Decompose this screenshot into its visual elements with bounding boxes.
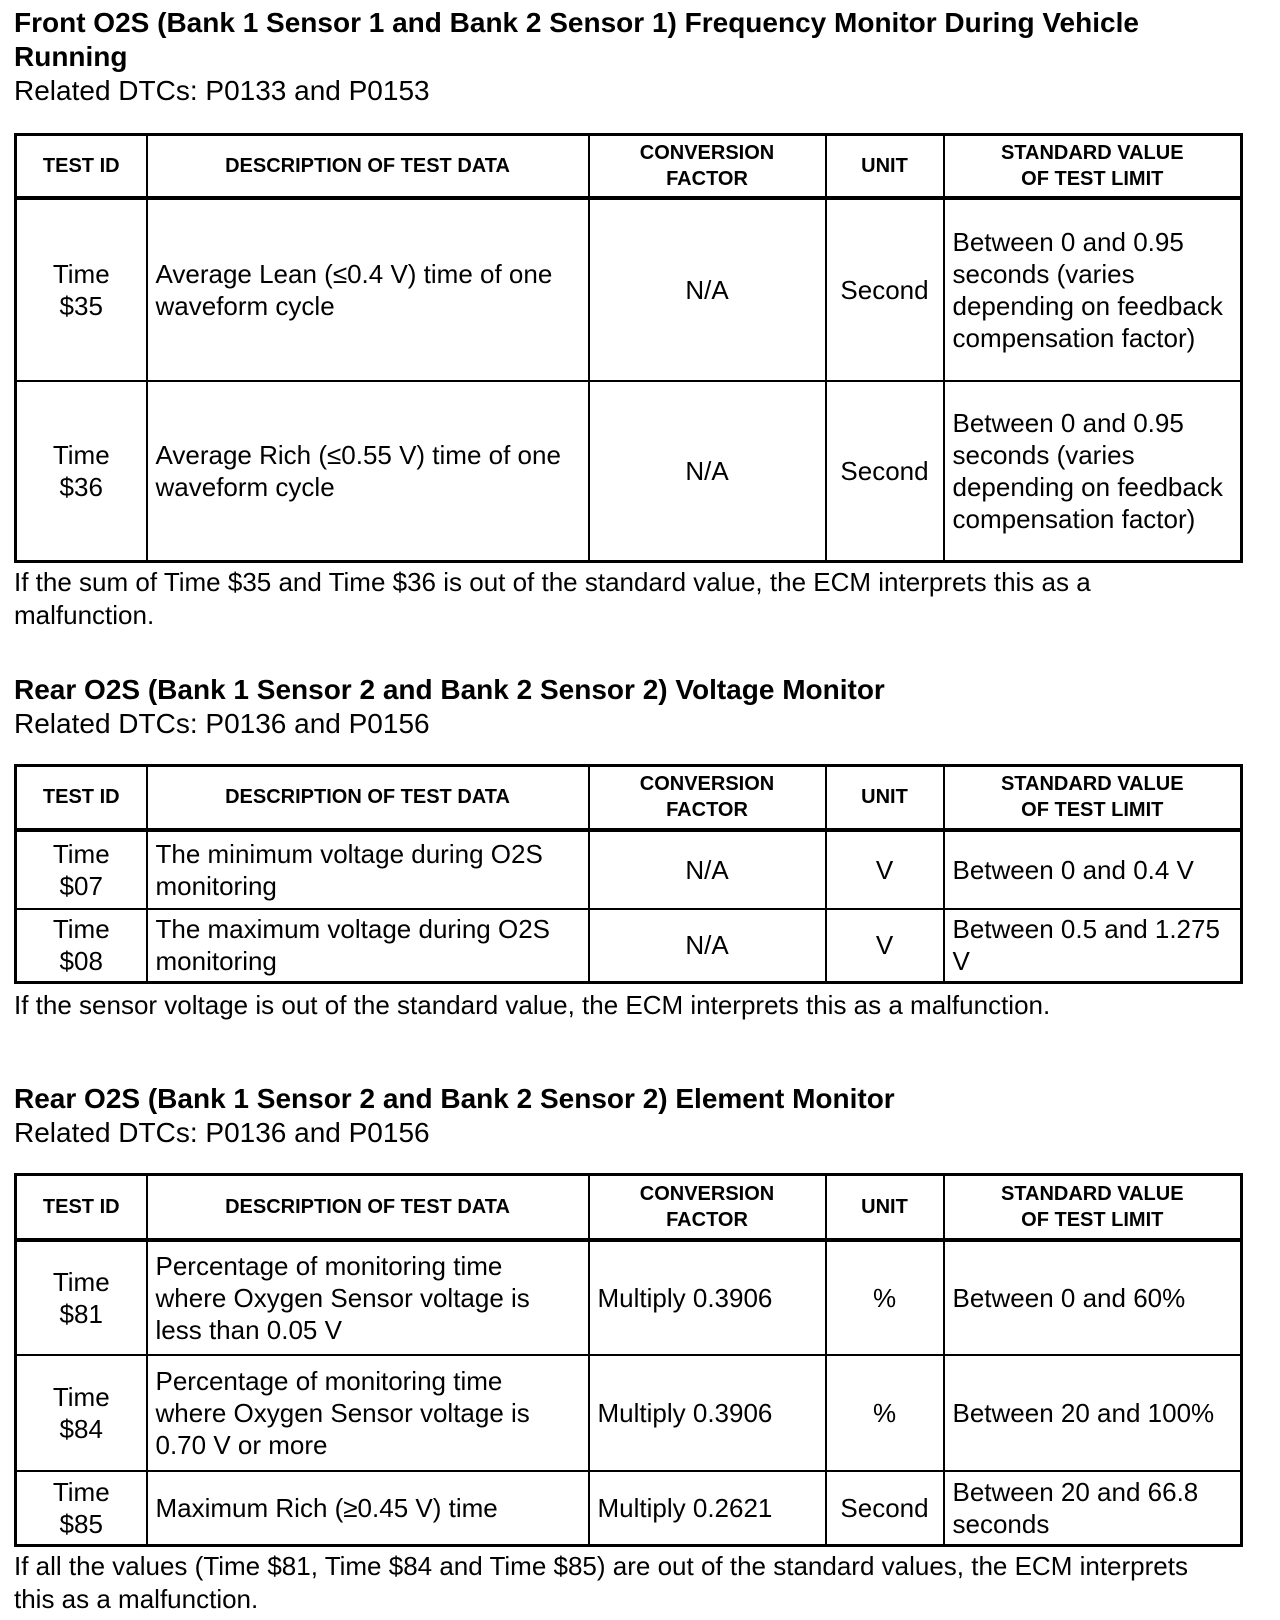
related-dtcs: Related DTCs: P0133 and P0153 — [14, 75, 430, 106]
column-header: CONVERSION FACTOR — [587, 1173, 827, 1242]
section-heading-block: Front O2S (Bank 1 Sensor 1 and Bank 2 Se… — [14, 6, 1244, 108]
description: Maximum Rich (≥0.45 V) time — [145, 1469, 590, 1547]
test-id: Time $35 — [14, 196, 148, 382]
column-header: STANDARD VALUE OF TEST LIMIT — [942, 133, 1243, 200]
header-row: TEST ID DESCRIPTION OF TEST DATA CONVERSIO… — [14, 764, 1243, 832]
unit: V — [824, 828, 945, 910]
column-header: UNIT — [824, 1173, 945, 1242]
standard-value: Between 0.5 and 1.275 V — [942, 907, 1243, 984]
test-data-table: TEST ID DESCRIPTION OF TEST DATA CONVERSIO… — [14, 1173, 1243, 1547]
unit: Second — [824, 196, 945, 382]
header-row: TEST ID DESCRIPTION OF TEST DATA CONVERSIO… — [14, 133, 1243, 200]
section-heading-block: Rear O2S (Bank 1 Sensor 2 and Bank 2 Sen… — [14, 673, 1244, 741]
table-row: Time $84 Percentage of monitoring time w… — [14, 1353, 1243, 1472]
test-id: Time $07 — [14, 828, 148, 910]
column-header: TEST ID — [14, 764, 148, 832]
column-header: TEST ID — [14, 1173, 148, 1242]
column-header: DESCRIPTION OF TEST DATA — [145, 764, 590, 832]
conversion-factor: Multiply 0.2621 — [587, 1469, 827, 1547]
column-header: STANDARD VALUE OF TEST LIMIT — [942, 1173, 1243, 1242]
column-header: CONVERSION FACTOR — [587, 133, 827, 200]
conversion-factor: N/A — [587, 828, 827, 910]
description: The maximum voltage during O2S monitorin… — [145, 907, 590, 984]
column-header: UNIT — [824, 133, 945, 200]
column-header: TEST ID — [14, 133, 148, 200]
unit: % — [824, 1353, 945, 1472]
standard-value: Between 20 and 66.8 seconds — [942, 1469, 1243, 1547]
column-header: DESCRIPTION OF TEST DATA — [145, 1173, 590, 1242]
conversion-factor: N/A — [587, 196, 827, 382]
table-row: Time $85 Maximum Rich (≥0.45 V) time Mul… — [14, 1469, 1243, 1547]
related-dtcs: Related DTCs: P0136 and P0156 — [14, 708, 430, 739]
table-row: Time $08 The maximum voltage during O2S … — [14, 907, 1243, 984]
standard-value: Between 0 and 60% — [942, 1238, 1243, 1356]
test-data-table: TEST ID DESCRIPTION OF TEST DATA CONVERSIO… — [14, 133, 1243, 563]
related-dtcs: Related DTCs: P0136 and P0156 — [14, 1117, 430, 1148]
table-row: Time $07 The minimum voltage during O2S … — [14, 828, 1243, 910]
standard-value: Between 0 and 0.4 V — [942, 828, 1243, 910]
conversion-factor: N/A — [587, 379, 827, 563]
section-note: If the sum of Time $35 and Time $36 is o… — [14, 567, 1091, 630]
conversion-factor: Multiply 0.3906 — [587, 1238, 827, 1356]
section-title: Rear O2S (Bank 1 Sensor 2 and Bank 2 Sen… — [14, 1083, 895, 1114]
test-data-table: TEST ID DESCRIPTION OF TEST DATA CONVERSIO… — [14, 764, 1243, 984]
description: Average Lean (≤0.4 V) time of one wavefo… — [145, 196, 590, 382]
section-note: If all the values (Time $81, Time $84 an… — [14, 1551, 1188, 1614]
section-title: Rear O2S (Bank 1 Sensor 2 and Bank 2 Sen… — [14, 674, 885, 705]
table-row: Time $36 Average Rich (≤0.55 V) time of … — [14, 379, 1243, 563]
description: Percentage of monitoring time where Oxyg… — [145, 1353, 590, 1472]
test-id: Time $36 — [14, 379, 148, 563]
conversion-factor: N/A — [587, 907, 827, 984]
column-header: STANDARD VALUE OF TEST LIMIT — [942, 764, 1243, 832]
unit: V — [824, 907, 945, 984]
unit: % — [824, 1238, 945, 1356]
description: The minimum voltage during O2S monitorin… — [145, 828, 590, 910]
standard-value: Between 0 and 0.95 seconds (varies depen… — [942, 379, 1243, 563]
column-header: CONVERSION FACTOR — [587, 764, 827, 832]
standard-value: Between 20 and 100% — [942, 1353, 1243, 1472]
test-id: Time $08 — [14, 907, 148, 984]
header-row: TEST ID DESCRIPTION OF TEST DATA CONVERSIO… — [14, 1173, 1243, 1242]
description: Average Rich (≤0.55 V) time of one wavef… — [145, 379, 590, 563]
test-id: Time $85 — [14, 1469, 148, 1547]
test-id: Time $84 — [14, 1353, 148, 1472]
description: Percentage of monitoring time where Oxyg… — [145, 1238, 590, 1356]
section-title: Front O2S (Bank 1 Sensor 1 and Bank 2 Se… — [14, 7, 1139, 72]
unit: Second — [824, 1469, 945, 1547]
table-row: Time $81 Percentage of monitoring time w… — [14, 1238, 1243, 1356]
section-heading-block: Rear O2S (Bank 1 Sensor 2 and Bank 2 Sen… — [14, 1082, 1244, 1150]
column-header: DESCRIPTION OF TEST DATA — [145, 133, 590, 200]
column-header: UNIT — [824, 764, 945, 832]
unit: Second — [824, 379, 945, 563]
table-row: Time $35 Average Lean (≤0.4 V) time of o… — [14, 196, 1243, 382]
section-note: If the sensor voltage is out of the stan… — [14, 990, 1051, 1020]
conversion-factor: Multiply 0.3906 — [587, 1353, 827, 1472]
test-id: Time $81 — [14, 1238, 148, 1356]
standard-value: Between 0 and 0.95 seconds (varies depen… — [942, 196, 1243, 382]
